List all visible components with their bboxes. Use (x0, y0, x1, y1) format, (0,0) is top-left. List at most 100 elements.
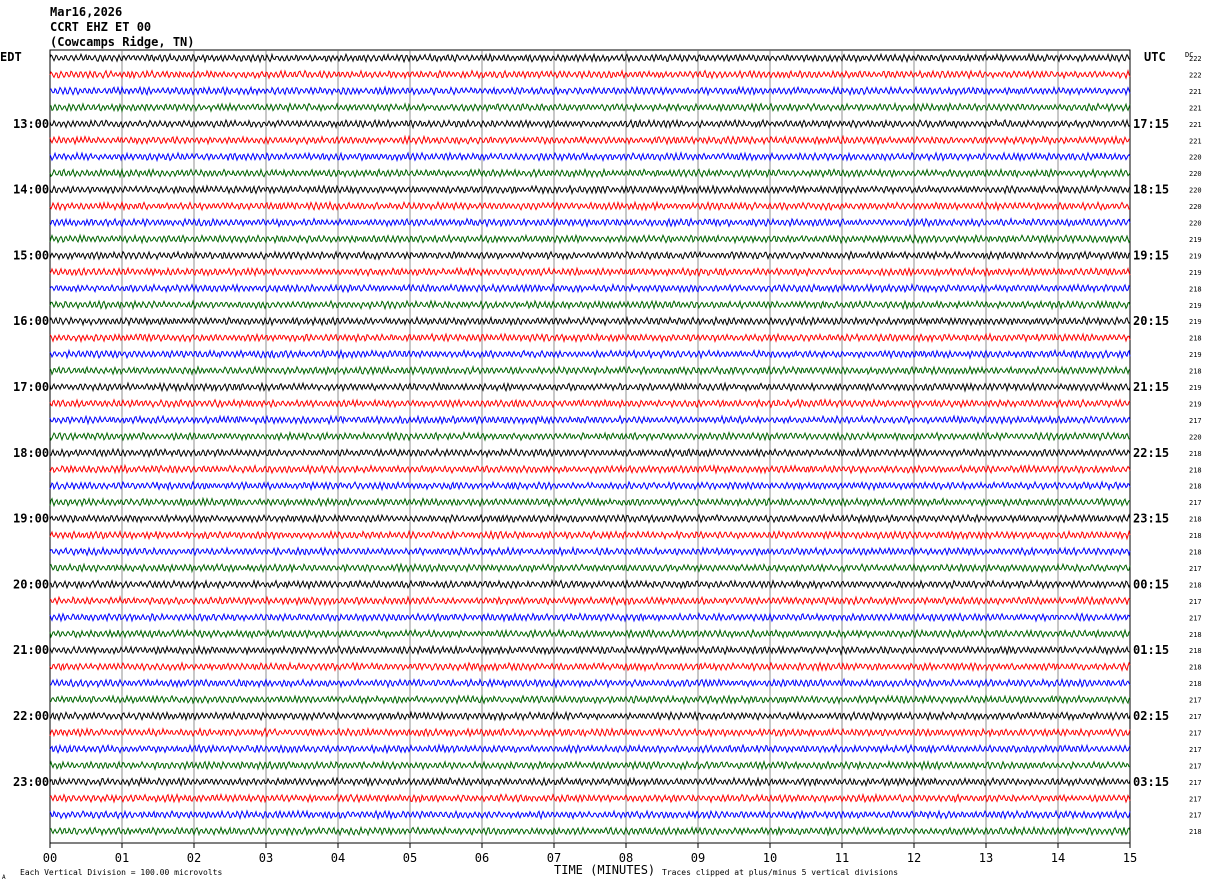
x-tick-label: 15 (1123, 851, 1137, 865)
seismic-trace (49, 529, 1131, 541)
right-hour-label: 01:15 (1133, 643, 1169, 657)
dc-offset-label: 219 (1189, 302, 1202, 310)
header-date: Mar16,2026 (50, 5, 122, 19)
left-hour-label: 19:00 (13, 512, 49, 526)
dc-offset-label: 217 (1189, 614, 1202, 622)
seismic-trace (49, 463, 1131, 475)
seismic-trace (49, 809, 1131, 821)
header-station: CCRT EHZ ET 00 (50, 20, 151, 34)
dc-header: DC (1185, 51, 1193, 59)
seismic-trace (49, 562, 1131, 574)
seismic-trace (49, 85, 1131, 97)
seismic-trace (49, 743, 1131, 755)
right-hour-label: 19:15 (1133, 248, 1169, 262)
dc-offset-label: 219 (1189, 351, 1202, 359)
dc-offset-label: 217 (1189, 417, 1202, 425)
dc-offset-label: 217 (1189, 746, 1202, 754)
seismic-trace (49, 513, 1131, 525)
left-zone-label: EDT (0, 50, 22, 64)
dc-offset-labels: 222 222 221 221 221 221 220 220 220 220 220 219 219 2… (1189, 55, 1202, 836)
seismic-trace (49, 710, 1131, 722)
left-hour-label: 22:00 (13, 709, 49, 723)
seismic-trace (49, 595, 1131, 607)
seismic-trace (49, 628, 1131, 640)
dc-offset-label: 218 (1189, 483, 1202, 491)
dc-offset-label: 219 (1189, 384, 1202, 392)
dc-offset-label: 218 (1189, 532, 1202, 540)
x-tick-label: 02 (187, 851, 201, 865)
left-hour-label: 20:00 (13, 577, 49, 591)
dc-offset-label: 217 (1189, 499, 1202, 507)
right-hour-labels: 17:15 18:15 19:15 20:15 21:15 22:15 23:15 00:15… (1133, 117, 1169, 789)
dc-offset-label: 218 (1189, 285, 1202, 293)
seismic-trace (49, 545, 1131, 558)
seismic-trace (49, 825, 1131, 837)
right-hour-label: 20:15 (1133, 314, 1169, 328)
dc-offset-label: 218 (1189, 664, 1202, 672)
dc-offset-label: 219 (1189, 252, 1202, 260)
dc-offset-label: 218 (1189, 631, 1202, 639)
seismic-trace (49, 118, 1131, 130)
dc-offset-label: 218 (1189, 335, 1202, 343)
dc-offset-label: 217 (1189, 812, 1202, 820)
plot-frame (49, 49, 1131, 844)
dc-offset-label: 221 (1189, 88, 1202, 96)
seismic-trace (49, 578, 1131, 591)
dc-offset-label: 217 (1189, 565, 1202, 573)
dc-offset-label: 220 (1189, 154, 1202, 162)
dc-offset-label: 220 (1189, 433, 1202, 441)
left-hour-label: 21:00 (13, 643, 49, 657)
dc-offset-label: 217 (1189, 779, 1202, 787)
seismic-trace (49, 480, 1131, 492)
left-hour-label: 18:00 (13, 446, 49, 460)
right-hour-label: 03:15 (1133, 775, 1169, 789)
right-hour-label: 22:15 (1133, 446, 1169, 460)
x-tick-label: 01 (115, 851, 129, 865)
x-axis-title: TIME (MINUTES) (554, 863, 655, 877)
dc-offset-label: 217 (1189, 713, 1202, 721)
seismic-trace (49, 776, 1131, 788)
dc-offset-label: 217 (1189, 697, 1202, 705)
dc-offset-label: 221 (1189, 104, 1202, 112)
dc-offset-label: 222 (1189, 71, 1202, 79)
dc-offset-label: 218 (1189, 680, 1202, 688)
right-hour-label: 23:15 (1133, 512, 1169, 526)
left-hour-label: 14:00 (13, 183, 49, 197)
seismic-trace (49, 332, 1131, 344)
scale-note: Each Vertical Division = 100.00 microvol… (20, 868, 222, 877)
seismic-trace (49, 134, 1131, 146)
seismic-trace (49, 693, 1131, 706)
left-hour-label: 17:00 (13, 380, 49, 394)
dc-offset-label: 217 (1189, 762, 1202, 770)
x-tick-label: 00 (43, 851, 57, 865)
seismic-trace (49, 101, 1131, 114)
dc-offset-label: 219 (1189, 269, 1202, 277)
seismic-trace (49, 348, 1131, 360)
seismic-trace (49, 365, 1131, 376)
left-hour-label: 16:00 (13, 314, 49, 328)
x-axis-ticks: 00 01 02 03 04 05 06 07 08 09 10 11 12 13 14 15 (43, 843, 1137, 865)
dc-offset-label: 220 (1189, 187, 1202, 195)
x-tick-label: 13 (979, 851, 993, 865)
dc-offset-label: 221 (1189, 137, 1202, 145)
dc-offset-label: 220 (1189, 220, 1202, 228)
dc-offset-label: 219 (1189, 318, 1202, 326)
x-tick-label: 07 (547, 851, 561, 865)
x-tick-label: 03 (259, 851, 273, 865)
seismic-trace (49, 430, 1131, 442)
dc-offset-label: 222 (1189, 55, 1202, 63)
x-tick-label: 04 (331, 851, 345, 865)
seismic-trace (49, 611, 1131, 623)
seismic-trace (49, 266, 1131, 278)
x-tick-label: 11 (835, 851, 849, 865)
dc-offset-label: 218 (1189, 549, 1202, 557)
seismic-trace (49, 184, 1131, 196)
seismic-trace (49, 52, 1131, 64)
seismic-trace (49, 661, 1131, 673)
seismic-trace (49, 759, 1131, 772)
dc-offset-label: 217 (1189, 729, 1202, 737)
corner-mark: A (2, 874, 6, 881)
right-zone-label: UTC (1144, 50, 1166, 64)
right-hour-label: 18:15 (1133, 183, 1169, 197)
x-tick-label: 08 (619, 851, 633, 865)
